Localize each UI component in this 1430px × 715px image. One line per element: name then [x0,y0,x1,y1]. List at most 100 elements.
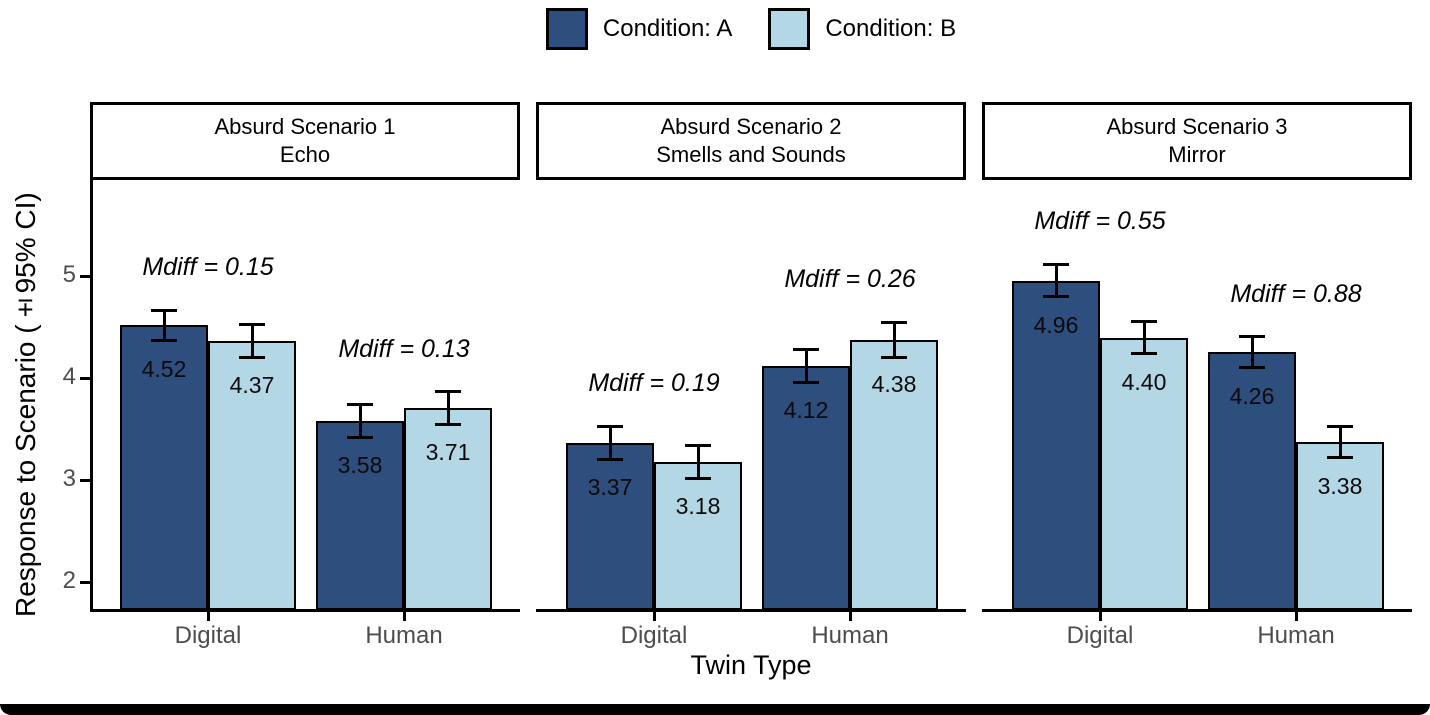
error-bar-cap-bottom [1131,352,1157,356]
error-bar-cap-bottom [1043,295,1069,299]
facet-panel-1: 4.52 4.37 Mdiff = 0.15 3.58 3.71 Mdiff = 0.13 [90,180,520,610]
error-bar-cap-bottom [793,381,819,385]
x-tick-mark [848,612,852,621]
legend: Condition: A Condition: B [90,6,1412,52]
error-bar-line [804,349,808,383]
x-category-label: Human [365,622,443,649]
facet-panel-3: 4.96 4.40 Mdiff = 0.55 4.26 3.38 Mdiff = 0.88 [982,180,1412,610]
error-bar-cap-top [151,308,177,312]
bar-human-condition-a [1208,351,1296,610]
error-bar-cap-top [435,390,461,394]
mdiff-annotation: Mdiff = 0.55 [1034,207,1166,236]
x-axis-line [90,609,520,612]
error-bar-line [358,404,362,438]
x-tick-mark [402,612,406,621]
error-bar-cap-bottom [597,457,623,461]
bar-digital-condition-b [654,462,742,610]
bar-value-label: 4.12 [783,397,829,424]
error-bar-cap-bottom [151,339,177,343]
error-bar-line [1250,336,1254,368]
error-bar-cap-bottom [435,422,461,426]
bar-value-label: 3.18 [675,493,721,520]
bar-value-label: 4.52 [141,356,187,383]
error-bar-cap-top [1131,319,1157,323]
y-tick-mark [80,478,91,482]
x-category-label: Human [1257,622,1335,649]
error-bar-cap-bottom [347,436,373,440]
y-tick-mark [80,376,91,380]
facet-title-line2: Echo [279,142,331,167]
error-bar-cap-top [239,322,265,326]
x-tick-mark [1294,612,1298,621]
legend-swatch [768,8,811,50]
y-tick-label: 2 [62,567,76,595]
mdiff-annotation: Mdiff = 0.19 [588,369,720,398]
bar-value-label: 3.37 [587,473,633,500]
error-bar-cap-bottom [239,355,265,359]
x-axis-title: Twin Type [690,650,812,680]
error-bar-line [1338,426,1342,457]
mdiff-annotation: Mdiff = 0.26 [784,265,916,294]
facet-strip-absurd-scenario-3: Absurd Scenario 3 Mirror [982,102,1412,180]
x-category-label: Digital [174,622,242,649]
x-tick-mark [1098,612,1102,621]
facet-title-line1: Absurd Scenario 2 [660,114,842,139]
error-bar-cap-bottom [685,476,711,480]
bar-human-condition-b [1296,441,1384,610]
window-bottom-border [0,704,1430,715]
bar-value-label: 4.40 [1121,368,1167,395]
error-bar-cap-bottom [881,355,907,359]
bar-value-label: 3.58 [337,452,383,479]
legend-label: Condition: B [825,15,957,42]
error-bar-line [446,391,450,425]
bar-human-condition-b [404,408,492,610]
y-tick-label: 3 [62,465,76,493]
y-tick-label: 5 [62,261,76,289]
y-tick-mark [80,580,91,584]
error-bar-line [1142,321,1146,354]
bar-digital-condition-a [120,325,208,610]
error-bar-cap-top [793,348,819,352]
x-category-label: Human [811,622,889,649]
error-bar-cap-bottom [1239,365,1265,369]
error-bar-line [696,445,700,479]
x-tick-mark [206,612,210,621]
facet-strip-absurd-scenario-1: Absurd Scenario 1 Echo [90,102,520,180]
legend-swatch [545,8,588,50]
bar-value-label: 3.71 [425,439,471,466]
bar-value-label: 4.37 [229,371,275,398]
legend-label: Condition: A [602,15,733,42]
error-bar-cap-top [685,444,711,448]
bar-value-label: 4.96 [1033,311,1079,338]
bar-human-condition-a [762,366,850,610]
mdiff-annotation: Mdiff = 0.13 [338,334,470,363]
bar-value-label: 4.38 [871,370,917,397]
x-axis-line [982,609,1412,612]
y-axis-title: Response to Scenario (±95% CI) [10,192,41,618]
error-bar-cap-top [1327,424,1353,428]
error-bar-cap-top [347,403,373,407]
error-bar-cap-bottom [1327,455,1353,459]
x-category-label: Digital [1066,622,1134,649]
error-bar-cap-top [1043,262,1069,266]
y-axis-line [90,180,93,612]
legend-item-condition-a: Condition: A [545,8,733,50]
bar-human-condition-b [850,339,938,610]
bar-human-condition-a [316,421,404,610]
bar-value-label: 3.38 [1317,472,1363,499]
legend-item-condition-b: Condition: B [768,8,956,50]
facet-strip-absurd-scenario-2: Absurd Scenario 2 Smells and Sounds [536,102,966,180]
facet-title-line2: Mirror [1168,142,1226,167]
facet-panel-2: 3.37 3.18 Mdiff = 0.19 4.12 4.38 Mdiff = 0.26 [536,180,966,610]
error-bar-cap-top [597,424,623,428]
bar-digital-condition-b [208,340,296,610]
error-bar-line [250,324,254,358]
error-bar-cap-top [1239,335,1265,339]
y-tick-label: 4 [62,363,76,391]
bar-digital-condition-b [1100,337,1188,610]
mdiff-annotation: Mdiff = 0.15 [142,253,274,282]
error-bar-line [892,322,896,358]
bar-digital-condition-a [1012,280,1100,610]
x-category-label: Digital [620,622,688,649]
